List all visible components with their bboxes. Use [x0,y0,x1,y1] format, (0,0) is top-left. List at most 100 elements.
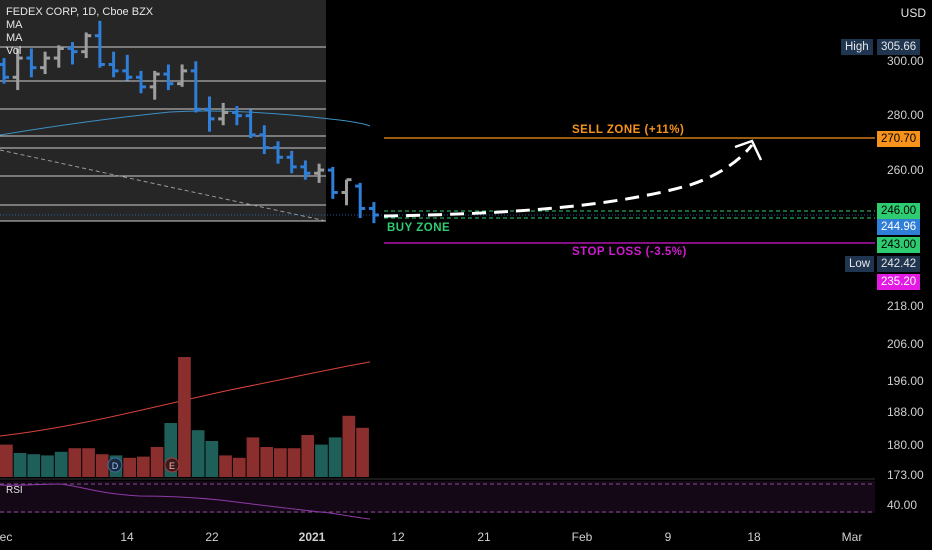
time-tick: 12 [391,530,405,544]
ohlc-bar [300,160,311,180]
time-tick: ec [0,530,13,544]
indicator-ma-2[interactable]: MA [6,32,23,44]
volume-bar [54,451,68,477]
time-tick: 9 [664,530,672,544]
ohlc-bar [163,64,174,91]
time-tick: 18 [747,530,761,544]
currency-selector[interactable]: USD [901,6,926,20]
volume-bar [150,447,164,477]
ohlc-bar [286,150,297,174]
ohlc-bar [67,42,78,65]
ohlc-bar [53,45,64,68]
volume-bar [246,437,260,477]
volume-bar [137,456,150,477]
volume-bar [315,444,328,477]
time-tick: 21 [477,530,491,544]
ohlc-bar [81,32,92,59]
high-label-tag: High [841,39,873,55]
ohlc-bar [177,64,188,87]
price-tick: 218.00 [887,299,924,313]
sell-zone-label: SELL ZONE (+11%) [572,124,685,136]
volume-bar [356,427,369,477]
ohlc-bar [314,163,325,183]
volume-bar [260,447,273,477]
volume-bar [287,448,301,477]
price-tick: 300.00 [887,54,924,68]
symbol-title[interactable]: FEDEX CORP, 1D, Cboe BZX [6,6,154,18]
ohlc-bar [204,96,215,132]
price-tick: 206.00 [887,337,924,351]
ohlc-bar [190,61,201,113]
volume-bar [0,444,13,477]
time-tick: 22 [205,530,219,544]
price-tick: 180.00 [887,438,924,452]
ohlc-bar [273,141,283,164]
ohlc-bar [231,106,242,126]
volume-bar [13,453,27,477]
ohlc-bar [94,20,105,68]
ohlc-bar [341,178,352,206]
rsi-line [0,483,371,520]
volume-bar [191,430,205,477]
price-tick: 280.00 [887,108,924,122]
buy-top-price-tag: 246.00 [877,203,921,219]
time-tick: 14 [120,530,134,544]
buy-bottom-price-tag: 243.00 [877,237,921,253]
volume-panel [0,300,875,478]
ohlc-bar [122,54,133,81]
volume-bar [219,455,232,477]
moving-average-line [0,110,371,136]
volume-bar [232,457,246,477]
rsi-panel [0,481,875,513]
volume-bar [301,435,315,477]
volume-bar [68,448,82,477]
volume-bar [205,441,219,477]
projection-arrowhead [734,139,763,161]
earnings-marker[interactable] [164,457,180,473]
inset-panel [0,0,326,221]
price-tick: 188.00 [887,405,924,419]
rsi-label[interactable]: RSI [6,485,23,496]
dividend-marker[interactable] [107,457,123,473]
ohlc-series [0,20,379,224]
volume-bar [27,454,41,477]
chart-legend: FEDEX CORP, 1D, Cboe BZX MA MA Vol [6,6,153,58]
ohlc-bar [355,182,366,219]
price-tick: 196.00 [887,374,924,388]
time-tick: Feb [571,530,593,544]
volume-bar [178,357,191,477]
time-tick: Mar [841,530,863,544]
ohlc-bar [149,70,160,100]
price-tick: 173.00 [887,468,924,482]
ohlc-bar [12,48,23,91]
ohlc-bar [40,51,51,75]
ohlc-bar [108,51,119,78]
ohlc-bar [218,102,229,126]
volume-bar [328,437,342,477]
low-value-tag: 242.42 [877,256,921,272]
volume-bar [274,448,287,477]
indicator-volume[interactable]: Vol [6,45,22,57]
ohlc-bar [0,58,9,84]
buy-zone-label: BUY ZONE [387,222,451,234]
low-label-tag: Low [845,256,875,272]
ohlc-bar [245,109,256,139]
ohlc-bar [259,125,270,155]
stop-price-tag: 235.20 [877,274,921,290]
currency-label: USD [900,6,926,20]
price-tick: 260.00 [887,163,924,177]
stop-loss-label: STOP LOSS (-3.5%) [572,246,687,258]
volume-bar [342,415,356,477]
volume-bar [123,457,136,477]
sell-price-tag: 270.70 [877,131,921,147]
ohlc-bar [136,70,146,94]
rsi-tick: 40.00 [887,498,918,512]
volume-bar [95,454,109,477]
earnings-marker-text: E [169,461,175,471]
time-tick: 2021 [298,530,326,544]
indicator-ma-1[interactable]: MA [6,19,23,31]
ohlc-bar [368,202,379,224]
high-value-tag: 305.66 [877,39,921,55]
volume-average-line [0,361,371,437]
